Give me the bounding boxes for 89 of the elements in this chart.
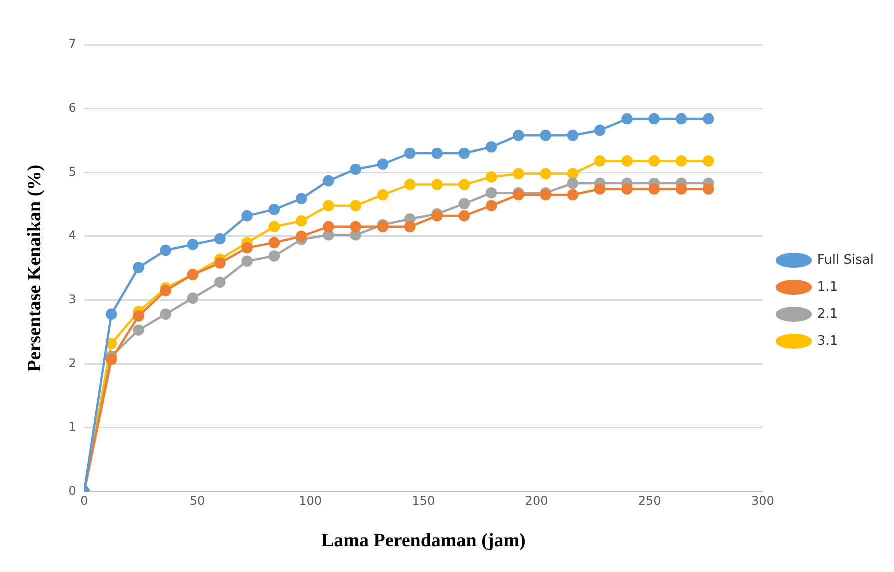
point [648,184,660,195]
point [622,113,633,125]
point [458,210,470,222]
x-tick-label: 250 [638,494,662,508]
point [703,184,714,195]
point [296,230,308,242]
point [594,124,606,136]
point [214,233,226,245]
point [106,338,118,350]
point [404,148,416,160]
point [486,172,498,183]
point [432,179,443,190]
x-tick-label: 200 [525,494,548,508]
point [296,193,308,204]
point [513,130,524,142]
y-tick-label: 2 [68,356,76,370]
point [323,175,334,187]
point [567,130,579,142]
point [323,200,334,212]
point [214,258,226,269]
y-axis-title: Persentase Kenaikan (%) [24,164,46,372]
point [540,130,552,142]
legend-label: 2.1 [817,306,838,322]
y-tick-label: 7 [68,37,76,52]
point [703,113,714,125]
x-tick-label: 150 [412,494,436,508]
point [458,148,470,160]
point [350,164,362,176]
point [703,156,714,167]
point [432,148,443,160]
y-tick-label: 6 [68,100,76,115]
y-tick-label: 0 [68,484,76,498]
point [458,179,470,190]
point [377,189,389,201]
point [187,292,199,304]
point [323,221,334,233]
point [160,308,172,320]
y-tick-label: 3 [68,292,76,306]
point [567,178,579,190]
point [268,237,280,248]
point [648,113,660,125]
point [676,156,688,167]
point [622,156,633,167]
point [160,244,172,256]
point [268,204,280,216]
point [486,200,498,212]
point [594,156,606,167]
point [187,239,199,250]
point [350,221,362,233]
point [350,200,362,212]
point [513,168,524,180]
x-tick-label: 0 [80,494,88,508]
point [486,187,498,199]
x-tick-label: 100 [299,494,322,508]
legend-label: 1.1 [817,280,838,295]
point [648,156,660,167]
point [242,242,253,254]
point [622,184,633,195]
legend-label: Full Sisal [817,252,874,268]
point [567,189,579,201]
point [106,308,118,320]
point [404,179,416,190]
point [458,198,470,210]
point [242,210,253,222]
point [540,168,552,180]
point [404,221,416,233]
point [676,184,688,195]
point [242,256,253,268]
point [160,285,172,296]
point [594,184,606,195]
point [268,221,280,233]
point [567,168,579,180]
point [486,142,498,153]
x-tick-label: 300 [751,494,774,508]
point [214,276,226,288]
point [676,113,688,125]
y-tick-label: 5 [68,164,76,179]
point [133,324,144,336]
x-tick-label: 50 [190,494,206,508]
y-tick-label: 4 [68,228,76,243]
legend-label: 3.1 [817,334,838,349]
x-axis-title: Lama Perendaman (jam) [321,530,526,552]
point [296,216,308,227]
point [106,354,118,366]
point [268,250,280,262]
point [133,310,144,322]
point [133,262,144,274]
y-tick-label: 1 [68,420,76,434]
point [377,158,389,170]
